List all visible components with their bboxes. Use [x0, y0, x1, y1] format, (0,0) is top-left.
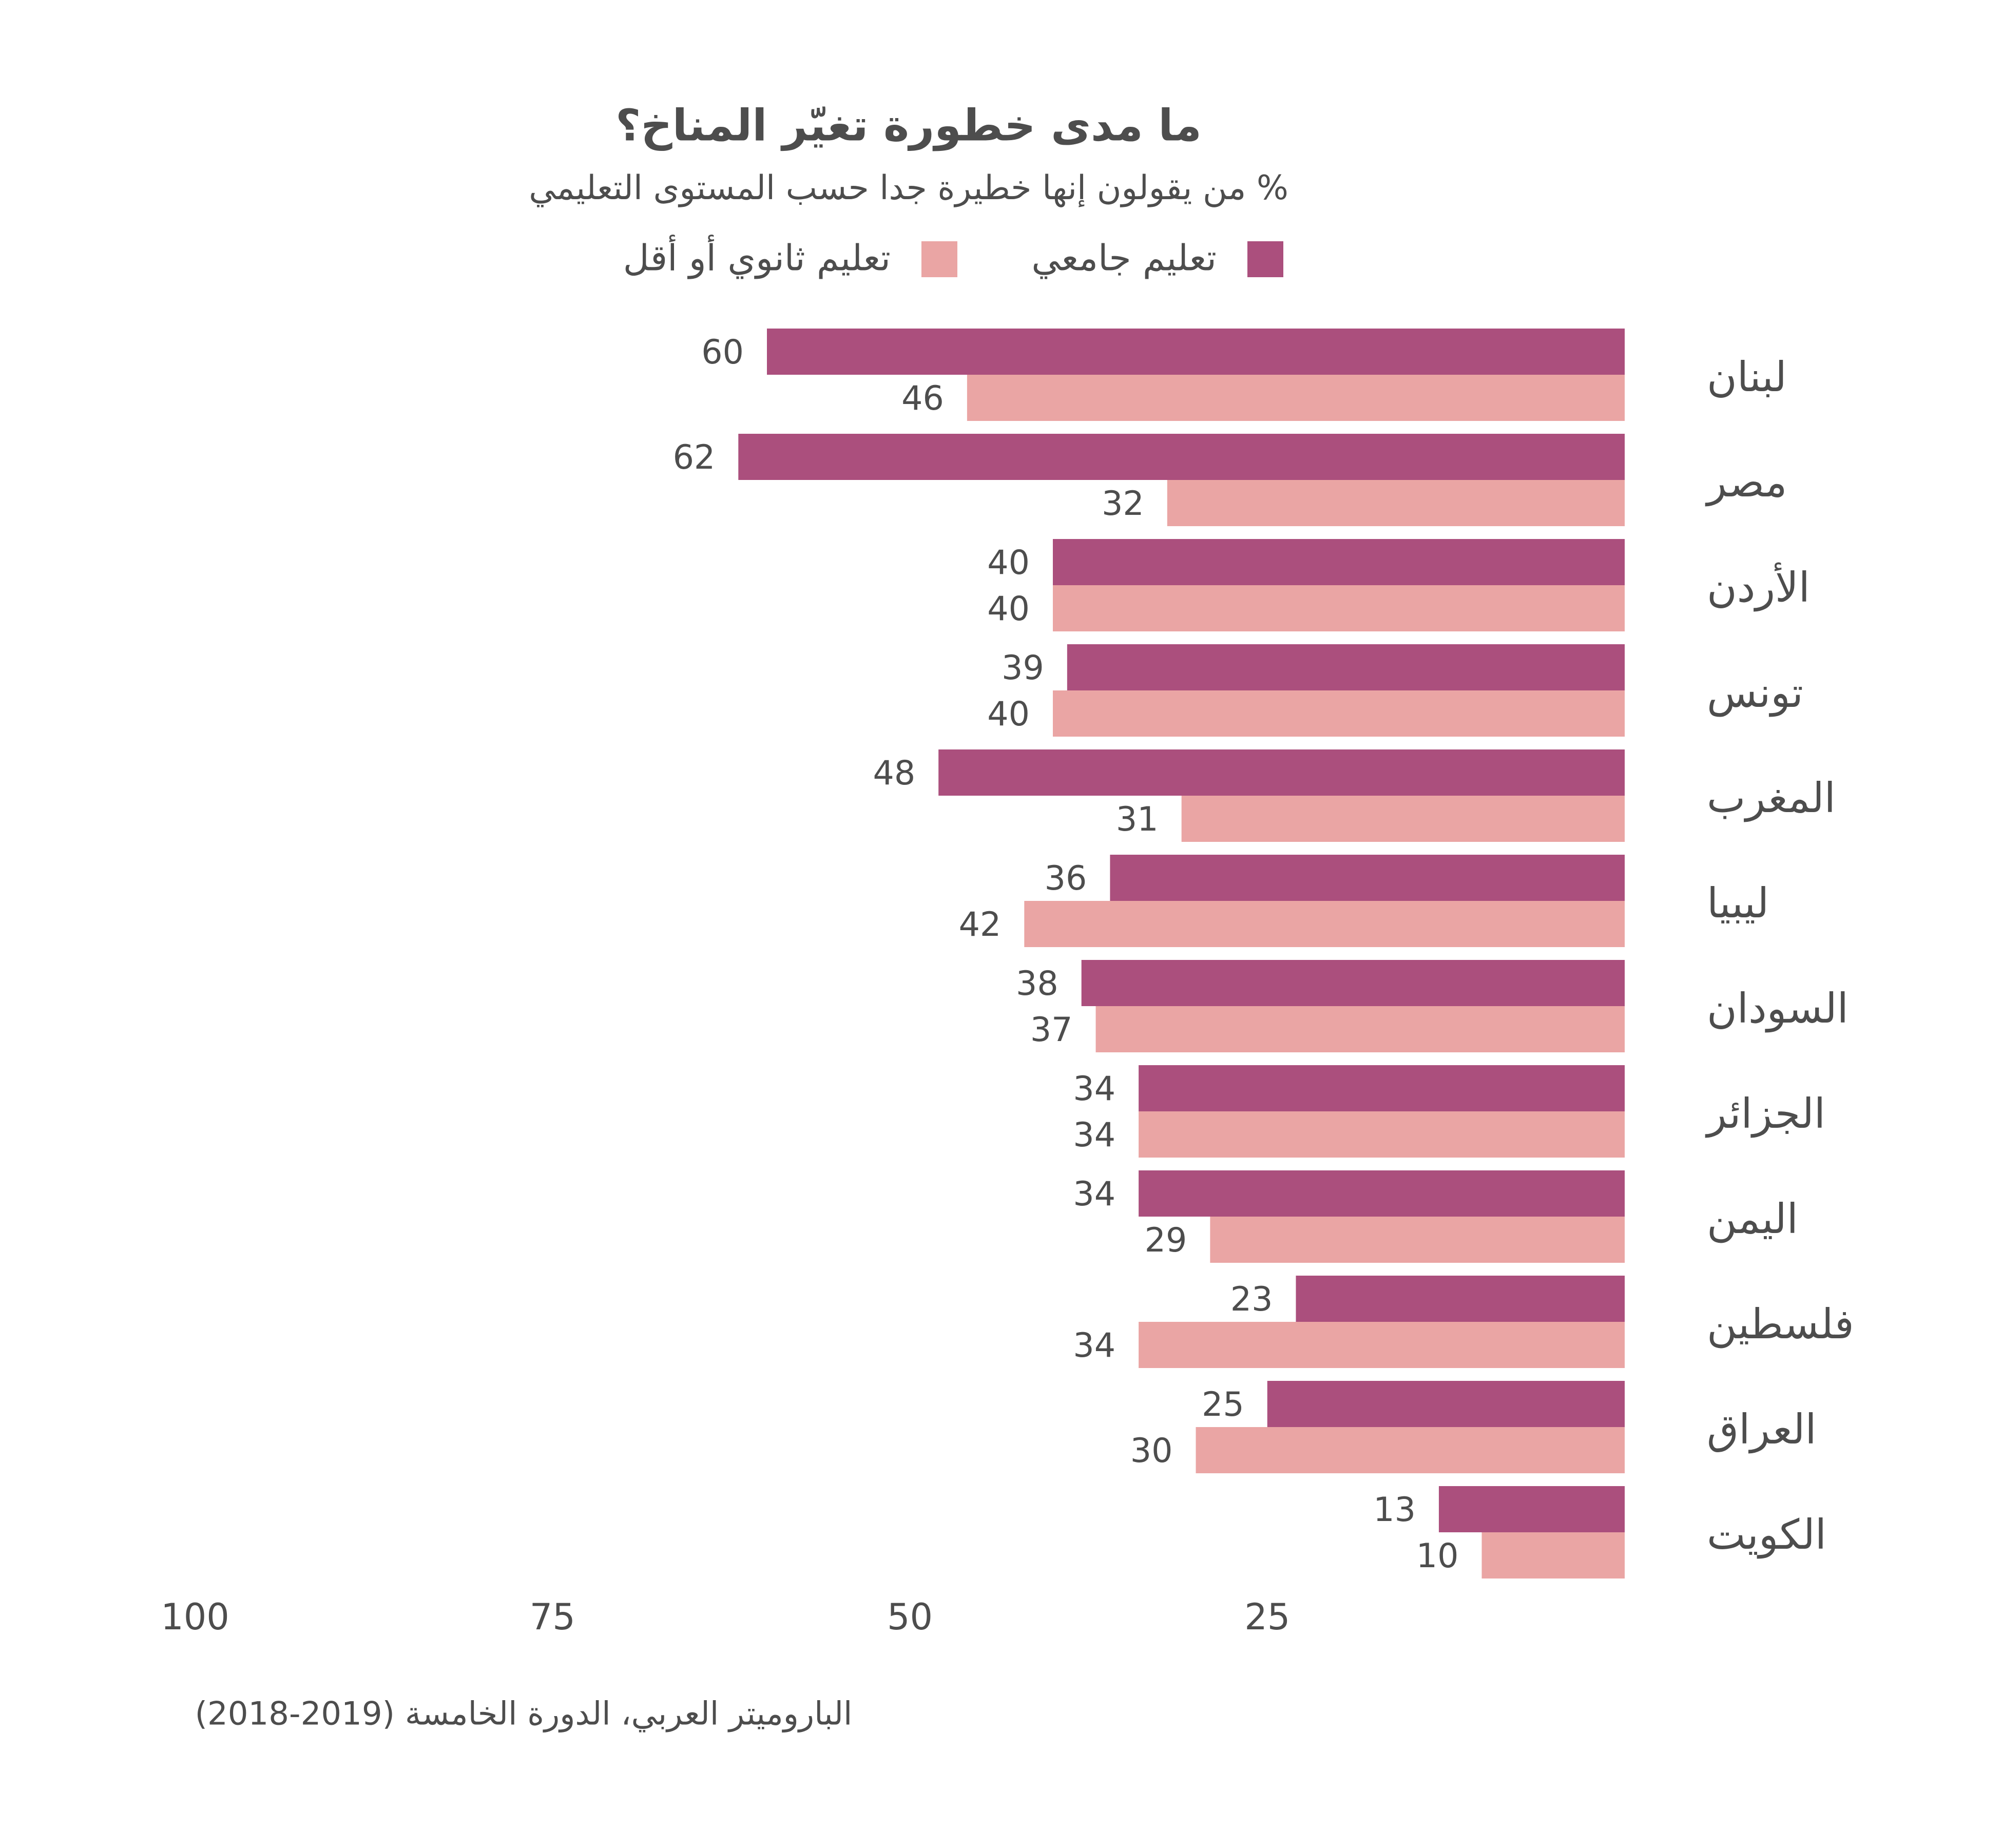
y-tick-label: الجزائر — [1705, 1090, 1825, 1138]
bar — [1095, 1006, 1625, 1052]
value-label: 48 — [873, 754, 915, 793]
bar — [1181, 796, 1625, 842]
bar — [1110, 855, 1625, 901]
bar — [1481, 1532, 1625, 1578]
bar — [1210, 1217, 1625, 1263]
bar — [1196, 1427, 1625, 1473]
value-label: 10 — [1416, 1537, 1459, 1575]
y-tick-label: العراق — [1707, 1406, 1817, 1454]
y-tick-label: تونس — [1707, 669, 1803, 717]
y-tick-label: الكويت — [1707, 1511, 1826, 1559]
bar — [1053, 585, 1625, 631]
value-label: 25 — [1202, 1385, 1244, 1424]
bar — [1139, 1065, 1625, 1111]
source: الباروميتر العربي، الدورة الخامسة (2019-… — [195, 1695, 853, 1733]
bar — [1139, 1170, 1625, 1217]
bar — [1053, 539, 1625, 585]
x-tick-label: 50 — [887, 1596, 933, 1638]
y-tick-label: ليبيا — [1707, 879, 1769, 927]
bar — [967, 375, 1625, 421]
value-label: 29 — [1145, 1221, 1187, 1260]
value-label: 36 — [1045, 859, 1087, 898]
value-label: 34 — [1073, 1070, 1115, 1108]
value-label: 34 — [1073, 1116, 1115, 1154]
value-label: 40 — [987, 695, 1030, 734]
value-label: 42 — [959, 906, 1002, 944]
value-label: 46 — [901, 379, 944, 418]
value-label: 40 — [987, 544, 1030, 582]
bar — [738, 434, 1625, 480]
bar — [767, 329, 1625, 375]
bar — [1067, 644, 1625, 690]
y-tick-label: المغرب — [1707, 774, 1836, 822]
value-label: 31 — [1116, 800, 1159, 839]
y-tick-label: مصر — [1705, 458, 1787, 507]
bar — [1139, 1322, 1625, 1368]
value-label: 62 — [673, 438, 716, 477]
bar — [1267, 1381, 1625, 1427]
value-label: 30 — [1130, 1432, 1173, 1470]
value-label: 39 — [1002, 649, 1044, 687]
bar — [1053, 690, 1625, 737]
value-label: 34 — [1073, 1326, 1115, 1365]
bar — [1296, 1276, 1625, 1322]
x-tick-label: 75 — [530, 1596, 575, 1638]
bar — [1167, 480, 1625, 526]
value-label: 32 — [1102, 485, 1144, 523]
legend-swatch — [921, 241, 957, 277]
bar — [1438, 1486, 1625, 1532]
y-tick-label: اليمن — [1707, 1195, 1798, 1243]
value-label: 38 — [1016, 965, 1058, 1003]
legend-label: تعليم ثانوي أو أقل — [623, 235, 891, 280]
chart-title: ما مدى خطورة تغيّر المناخ؟ — [615, 100, 1202, 151]
bar — [938, 749, 1625, 796]
bar — [1024, 901, 1625, 947]
legend-swatch — [1247, 241, 1283, 277]
y-tick-label: لبنان — [1707, 353, 1787, 401]
value-label: 13 — [1373, 1491, 1416, 1529]
y-tick-label: فلسطين — [1707, 1300, 1854, 1349]
legend-label: تعليم جامعي — [1031, 237, 1217, 280]
x-tick-label: 100 — [161, 1596, 229, 1638]
bar — [1081, 960, 1625, 1006]
chart-subtitle: % من يقولون إنها خطيرة جدا حسب المستوى ا… — [529, 169, 1288, 207]
value-label: 37 — [1030, 1011, 1073, 1049]
value-label: 34 — [1073, 1175, 1115, 1214]
x-tick-label: 25 — [1244, 1596, 1290, 1638]
y-tick-label: السودان — [1707, 985, 1849, 1033]
value-label: 60 — [701, 333, 744, 372]
y-tick-label: الأردن — [1707, 562, 1810, 612]
value-label: 40 — [987, 590, 1030, 628]
value-label: 23 — [1230, 1280, 1273, 1319]
bar — [1139, 1111, 1625, 1158]
